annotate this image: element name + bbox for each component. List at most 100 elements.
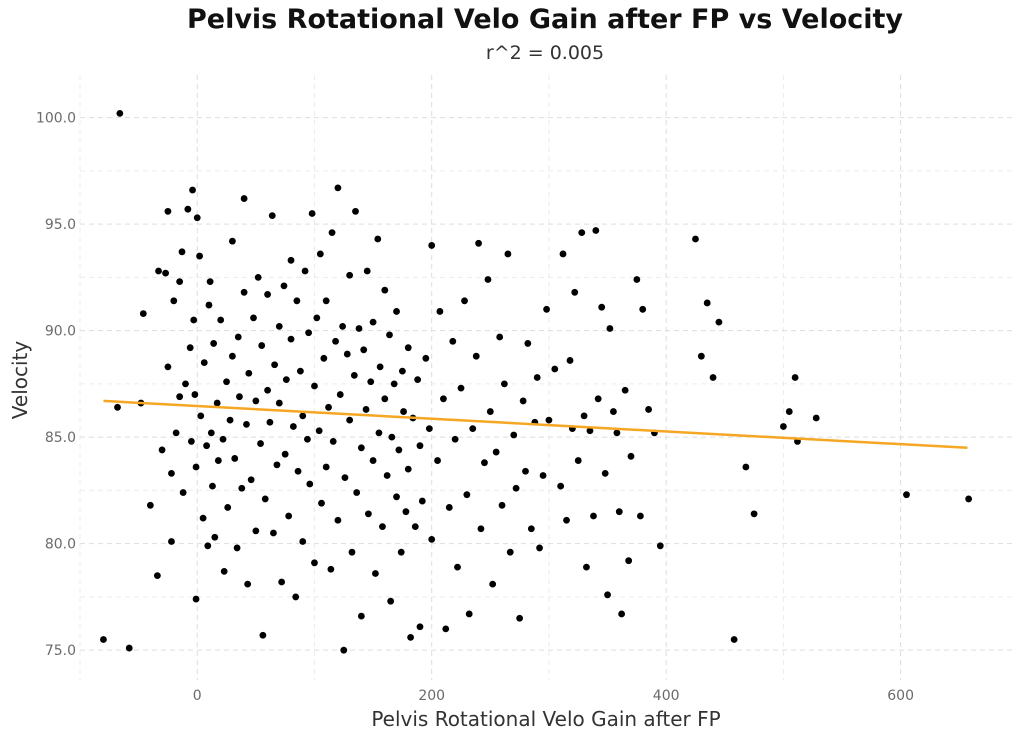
data-point [116, 109, 124, 117]
data-point [214, 457, 222, 464]
trend-line [103, 399, 968, 450]
data-point [454, 563, 461, 571]
data-point [571, 288, 579, 296]
data-point [224, 504, 232, 511]
data-point [178, 248, 186, 256]
data-point [306, 480, 314, 488]
data-point [281, 450, 289, 458]
data-point [656, 542, 664, 550]
data-point [257, 440, 264, 447]
data-point [516, 614, 524, 622]
data-point [204, 542, 212, 550]
data-point [270, 529, 277, 537]
data-point [604, 591, 611, 599]
x-tick-label: 200 [418, 688, 445, 704]
data-point [375, 429, 383, 437]
data-point [266, 418, 274, 426]
data-point [578, 229, 586, 237]
data-point [184, 205, 192, 213]
data-point [305, 329, 313, 337]
data-point [527, 525, 535, 533]
data-point [372, 570, 379, 577]
data-point [271, 361, 279, 369]
data-point [247, 476, 255, 484]
data-point [339, 322, 347, 330]
y-tick-label: 95.0 [45, 217, 76, 233]
data-point [327, 565, 335, 573]
data-point [524, 340, 532, 347]
data-point [557, 482, 565, 490]
data-point [357, 612, 365, 620]
data-point [100, 636, 107, 643]
data-point [226, 416, 234, 424]
y-tick-label: 85.0 [45, 430, 76, 446]
data-point [329, 438, 337, 445]
data-point [199, 514, 207, 522]
data-point [200, 359, 208, 366]
data-point [472, 352, 480, 360]
data-point [481, 459, 488, 467]
data-point [425, 425, 433, 433]
data-point [477, 525, 485, 533]
data-point [791, 374, 799, 381]
data-point [363, 267, 371, 275]
data-point [217, 316, 225, 324]
data-point [536, 544, 543, 552]
data-point [543, 305, 550, 313]
data-point [367, 378, 375, 386]
data-point [400, 408, 407, 415]
data-point [294, 467, 302, 475]
data-point [484, 276, 492, 283]
data-point [259, 631, 267, 639]
data-point [715, 318, 723, 326]
data-point [393, 308, 400, 315]
data-point [336, 391, 344, 398]
data-point [381, 395, 389, 403]
y-tick-label: 90.0 [45, 324, 76, 340]
data-point [519, 397, 527, 405]
data-point [320, 354, 328, 362]
data-point [205, 301, 213, 309]
data-point [416, 623, 424, 631]
data-point [219, 435, 227, 443]
data-point [395, 446, 403, 454]
data-point [213, 399, 221, 407]
data-point [352, 207, 359, 215]
data-point [210, 340, 218, 347]
data-point [398, 367, 406, 375]
data-point [418, 497, 426, 505]
data-point [500, 380, 508, 388]
data-point [193, 214, 201, 222]
data-point [512, 484, 520, 492]
data-point [322, 463, 330, 471]
data-point [328, 229, 336, 237]
data-point [234, 333, 242, 341]
data-point [461, 297, 468, 305]
data-point [261, 495, 269, 503]
data-point [357, 444, 365, 452]
data-point [636, 512, 644, 520]
data-point [369, 318, 377, 326]
data-point [386, 331, 393, 339]
data-point [613, 429, 621, 437]
data-point [287, 256, 295, 264]
data-point [287, 335, 295, 343]
data-point [645, 406, 652, 413]
data-point [343, 350, 351, 358]
data-point [364, 510, 372, 518]
data-point [179, 489, 187, 496]
data-point [296, 367, 304, 375]
data-point [170, 297, 178, 305]
data-point [280, 282, 288, 290]
data-point [504, 250, 512, 258]
data-point [436, 308, 444, 315]
data-point [492, 448, 500, 456]
data-point [416, 442, 424, 450]
data-point [451, 435, 459, 443]
data-point [153, 572, 161, 580]
data-point [742, 463, 750, 471]
data-point [533, 374, 541, 381]
data-point [428, 536, 436, 543]
data-point [209, 482, 216, 490]
